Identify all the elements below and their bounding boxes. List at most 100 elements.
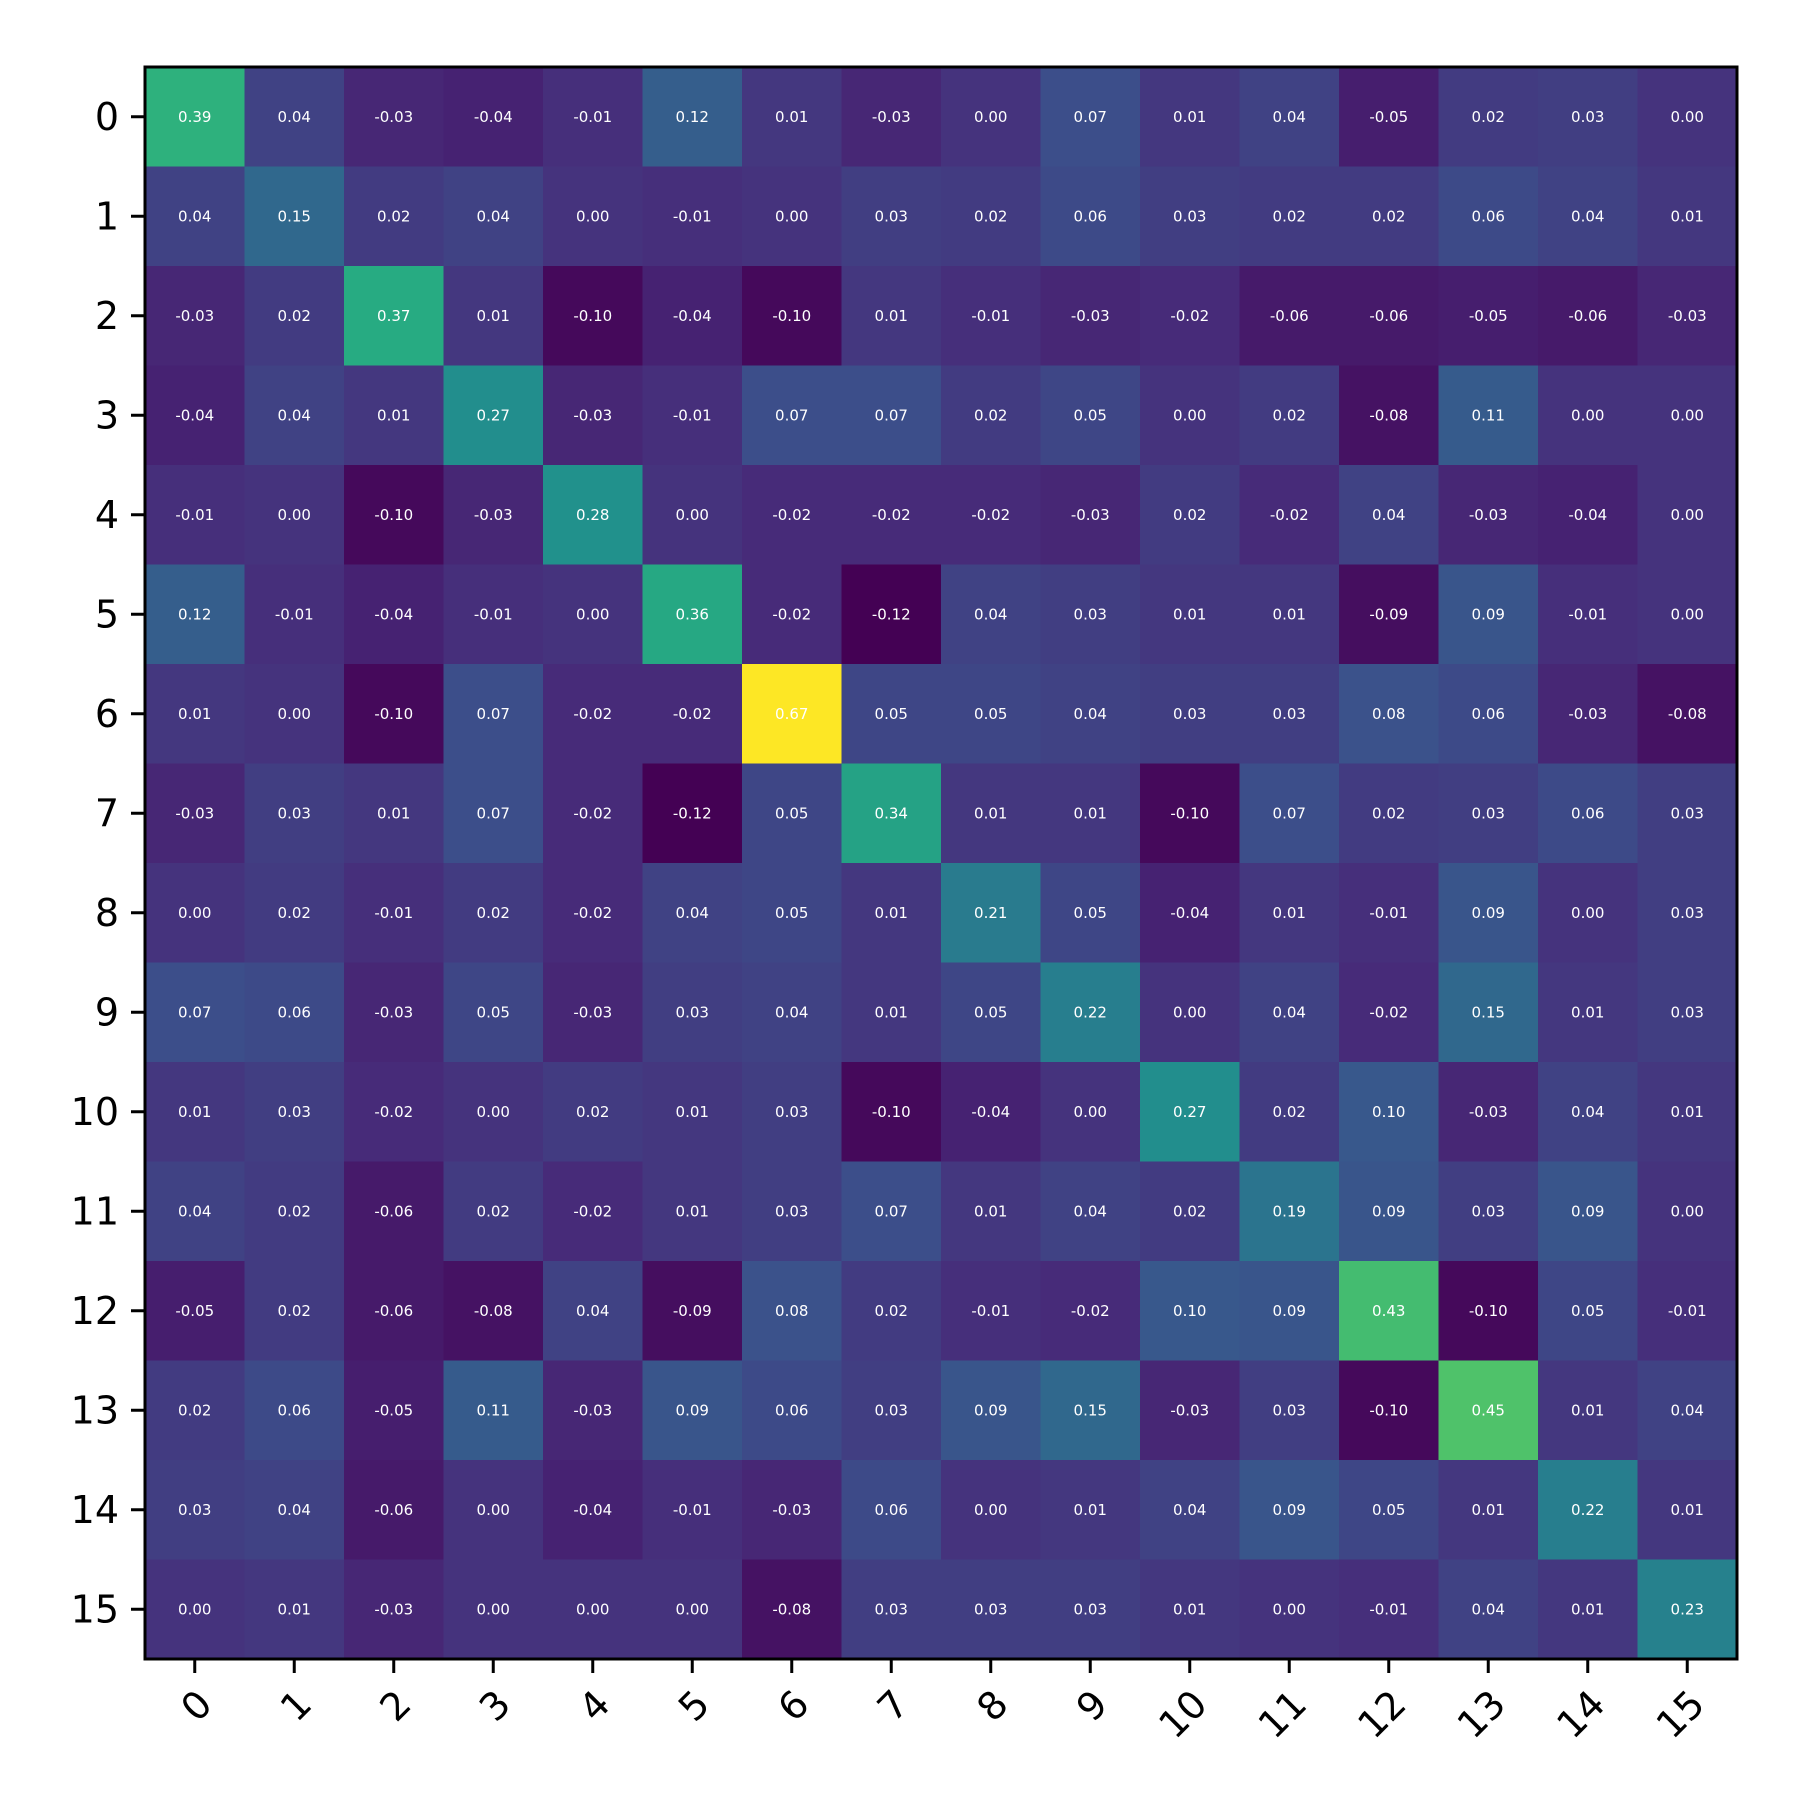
heatmap-cell-r0-c7 xyxy=(841,67,942,168)
cell-value-label-r11-c6: 0.03 xyxy=(775,1202,808,1220)
heatmap-cell-r4-c14 xyxy=(1538,465,1639,566)
heatmap-cell-r15-c1 xyxy=(244,1559,345,1660)
y-tick-label-2: 2 xyxy=(95,294,119,338)
cell-value-label-r14-c13: 0.01 xyxy=(1472,1501,1505,1519)
heatmap-cell-r15-c9 xyxy=(1040,1559,1141,1660)
heatmap-cell-r12-c14 xyxy=(1538,1261,1639,1362)
heatmap-cell-r7-c9 xyxy=(1040,763,1141,864)
cell-value-label-r12-c3: -0.08 xyxy=(474,1302,513,1320)
cell-value-label-r12-c11: 0.09 xyxy=(1273,1302,1306,1320)
heatmap-cell-r15-c6 xyxy=(742,1559,843,1660)
cell-value-label-r10-c11: 0.02 xyxy=(1273,1103,1306,1121)
cell-value-label-r9-c6: 0.04 xyxy=(775,1003,808,1021)
cell-value-label-r3-c15: 0.00 xyxy=(1671,406,1704,424)
cell-value-label-r9-c10: 0.00 xyxy=(1173,1003,1206,1021)
cell-value-label-r1-c0: 0.04 xyxy=(178,207,211,225)
cell-value-label-r12-c15: -0.01 xyxy=(1668,1302,1707,1320)
heatmap-cell-r3-c9 xyxy=(1040,365,1141,466)
cell-value-label-r8-c15: 0.03 xyxy=(1671,904,1704,922)
cell-value-label-r10-c1: 0.03 xyxy=(278,1103,311,1121)
cell-value-label-r1-c13: 0.06 xyxy=(1472,207,1505,225)
heatmap-cell-r9-c6 xyxy=(742,962,843,1063)
y-tick-label-8: 8 xyxy=(95,891,119,935)
cell-value-label-r0-c12: -0.05 xyxy=(1369,108,1408,126)
cell-value-label-r4-c3: -0.03 xyxy=(474,506,513,524)
cell-value-label-r14-c14: 0.22 xyxy=(1571,1501,1604,1519)
heatmap-cell-r15-c0 xyxy=(145,1559,246,1660)
cell-value-label-r6-c7: 0.05 xyxy=(875,705,908,723)
cell-value-label-r10-c7: -0.10 xyxy=(872,1103,911,1121)
cell-value-label-r15-c13: 0.04 xyxy=(1472,1600,1505,1618)
cell-value-label-r8-c6: 0.05 xyxy=(775,904,808,922)
heatmap-cell-r0-c12 xyxy=(1339,67,1440,168)
cell-value-label-r0-c9: 0.07 xyxy=(1074,108,1107,126)
heatmap-cell-r6-c7 xyxy=(841,664,942,765)
cell-value-label-r4-c8: -0.02 xyxy=(971,506,1010,524)
heatmap-cell-r2-c12 xyxy=(1339,266,1440,367)
x-tick-label-13: 13 xyxy=(1449,1682,1514,1747)
heatmap-cell-r10-c3 xyxy=(443,1062,544,1163)
x-tick-label-3: 3 xyxy=(471,1682,519,1730)
cell-value-label-r2-c7: 0.01 xyxy=(875,307,908,325)
cell-value-label-r2-c10: -0.02 xyxy=(1170,307,1209,325)
heatmap-cell-r2-c6 xyxy=(742,266,843,367)
y-tick-label-4: 4 xyxy=(95,493,119,537)
heatmap-cell-r8-c6 xyxy=(742,863,843,964)
cell-value-label-r4-c12: 0.04 xyxy=(1372,506,1405,524)
heatmap-cell-r2-c3 xyxy=(443,266,544,367)
heatmap-cell-r3-c10 xyxy=(1140,365,1241,466)
heatmap-cell-r1-c13 xyxy=(1438,166,1539,267)
y-tick-label-9: 9 xyxy=(95,990,119,1034)
heatmap-cell-r0-c2 xyxy=(344,67,445,168)
cell-value-label-r15-c7: 0.03 xyxy=(875,1600,908,1618)
heatmap-cell-r10-c9 xyxy=(1040,1062,1141,1163)
heatmap-cell-r7-c1 xyxy=(244,763,345,864)
heatmap-cell-r1-c7 xyxy=(841,166,942,267)
cell-value-label-r15-c6: -0.08 xyxy=(772,1600,811,1618)
cell-value-label-r5-c9: 0.03 xyxy=(1074,605,1107,623)
cell-value-label-r5-c1: -0.01 xyxy=(275,605,314,623)
cell-value-label-r0-c15: 0.00 xyxy=(1671,108,1704,126)
heatmap-cell-r14-c9 xyxy=(1040,1460,1141,1561)
heatmap-cell-r2-c14 xyxy=(1538,266,1639,367)
cell-value-label-r1-c11: 0.02 xyxy=(1273,207,1306,225)
cell-value-label-r0-c14: 0.03 xyxy=(1571,108,1604,126)
y-tick-label-0: 0 xyxy=(95,95,119,139)
heatmap-cell-r4-c11 xyxy=(1239,465,1340,566)
cell-value-label-r10-c15: 0.01 xyxy=(1671,1103,1704,1121)
heatmap-cell-r13-c8 xyxy=(941,1360,1042,1461)
heatmap-cell-r11-c8 xyxy=(941,1161,1042,1262)
cell-value-label-r4-c13: -0.03 xyxy=(1469,506,1508,524)
heatmap-cell-r5-c15 xyxy=(1637,564,1738,665)
heatmap-cell-r14-c5 xyxy=(642,1460,743,1561)
heatmap-cell-r13-c3 xyxy=(443,1360,544,1461)
x-tick-label-5: 5 xyxy=(670,1682,718,1730)
cell-value-label-r0-c5: 0.12 xyxy=(676,108,709,126)
heatmap-cell-r4-c3 xyxy=(443,465,544,566)
cell-value-label-r8-c2: -0.01 xyxy=(374,904,413,922)
heatmap-cell-r11-c9 xyxy=(1040,1161,1141,1262)
heatmap-cell-r1-c2 xyxy=(344,166,445,267)
cell-value-label-r11-c3: 0.02 xyxy=(477,1202,510,1220)
cell-value-label-r12-c14: 0.05 xyxy=(1571,1302,1604,1320)
heatmap-cell-r14-c13 xyxy=(1438,1460,1539,1561)
cell-value-label-r5-c11: 0.01 xyxy=(1273,605,1306,623)
cell-value-label-r10-c4: 0.02 xyxy=(576,1103,609,1121)
cell-value-label-r7-c9: 0.01 xyxy=(1074,804,1107,822)
heatmap-cell-r4-c15 xyxy=(1637,465,1738,566)
cell-value-label-r3-c14: 0.00 xyxy=(1571,406,1604,424)
cell-value-label-r1-c2: 0.02 xyxy=(377,207,410,225)
cell-value-label-r2-c8: -0.01 xyxy=(971,307,1010,325)
y-tick-label-7: 7 xyxy=(95,791,119,835)
heatmap-cell-r5-c2 xyxy=(344,564,445,665)
heatmap-cell-r15-c2 xyxy=(344,1559,445,1660)
cell-value-label-r8-c0: 0.00 xyxy=(178,904,211,922)
heatmap-cell-r3-c12 xyxy=(1339,365,1440,466)
heatmap-cell-r14-c7 xyxy=(841,1460,942,1561)
heatmap-cell-r0-c4 xyxy=(543,67,644,168)
cell-value-label-r2-c2: 0.37 xyxy=(377,307,410,325)
heatmap-cell-r1-c1 xyxy=(244,166,345,267)
heatmap-cell-r11-c6 xyxy=(742,1161,843,1262)
cell-value-label-r12-c0: -0.05 xyxy=(175,1302,214,1320)
heatmap-cell-r11-c15 xyxy=(1637,1161,1738,1262)
